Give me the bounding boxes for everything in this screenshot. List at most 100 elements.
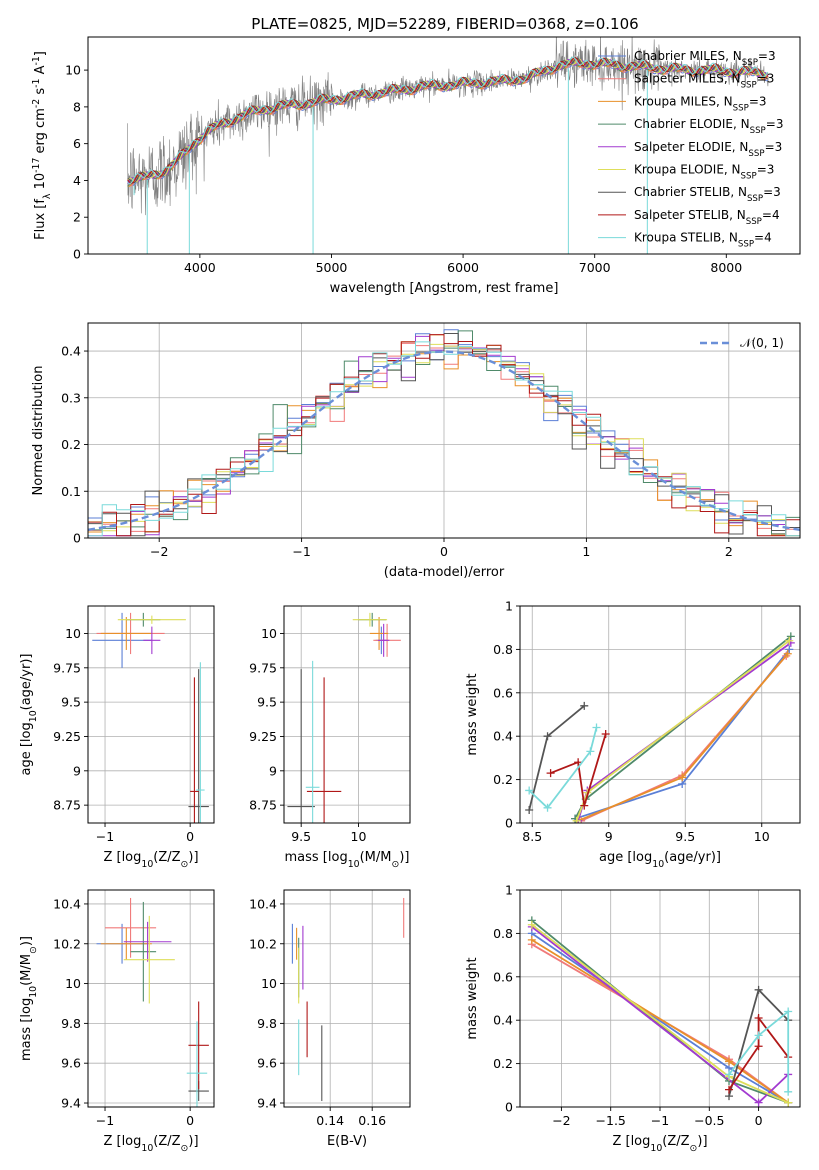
x-tick-label: 6000 [447,260,479,275]
mass_vs_Z-xlabel: Z [log10(Z/Z⊙)] [103,1134,198,1154]
errorbar-salpeter-stelib [188,1001,209,1090]
x-tick-label: 10 [351,829,367,844]
weight_vs_age-plot-area [525,632,795,823]
series-marker [725,1085,734,1094]
y-tick-label: 9.5 [257,695,277,710]
x-tick-label: 0 [440,544,448,559]
x-tick-label: 7000 [579,260,611,275]
errorbar-kroupa-stelib [305,660,320,823]
series-marker [754,1031,763,1040]
series-marker [527,935,536,944]
y-tick-label: 10.2 [53,936,81,951]
y-tick-label: 10.4 [249,896,277,911]
age_vs_mass-xlabel: mass [log10(M/M⊙)] [285,850,410,870]
x-tick-label: 5000 [316,260,348,275]
series-marker [754,1042,763,1051]
errorbar-chabrier-miles [92,612,152,668]
series-kroupa-stelib [525,723,601,812]
x-tick-label: 0 [186,1113,194,1128]
x-tick-label: 8000 [710,260,742,275]
y-tick-label: 9.25 [53,729,81,744]
x-tick-label: 2 [725,544,733,559]
y-tick-label: 9.75 [53,660,81,675]
spectrum-ylabel: Flux [fλ 10-17 erg cm-2 s-1 A-1] [31,51,53,240]
errorbar-chabrier-stelib [188,669,209,823]
errorbar-kroupa-miles [369,616,389,650]
y-tick-label: 1 [505,599,513,614]
y-tick-label: 0.6 [493,969,513,984]
y-tick-label: 9.8 [61,1016,81,1031]
weight_vs_Z-plot-area [527,916,793,1107]
y-tick-label: 0 [505,816,513,831]
x-tick-label: −2 [150,544,168,559]
x-tick-label: −1 [96,1113,114,1128]
x-tick-label: 0.16 [358,1113,386,1128]
series-marker [784,1007,793,1016]
x-tick-label: 10 [754,829,770,844]
spectrum-axes: 4000 5000 6000 7000 8000 0 2 4 6 8 10 wavelength [A… [31,36,801,296]
y-tick-label: 9.6 [257,1056,277,1071]
series-kroupa-stelib [725,1007,793,1096]
age_vs_Z-xlabel: Z [log10(Z/Z⊙)] [103,850,198,870]
y-tick-label: 10.4 [53,896,81,911]
y-tick-label: 9.4 [61,1096,81,1111]
y-tick-label: 0 [73,531,81,546]
age_vs_mass-plot-area [287,612,401,823]
series-marker [754,1014,763,1023]
residuals-plot-area [88,329,800,537]
residuals-ylabel: Normed distribution [31,366,46,496]
y-tick-label: 0.4 [493,1013,513,1028]
series-marker [754,985,763,994]
y-tick-label: 8.75 [53,798,81,813]
legend-label: Kroupa MILES, NSSP=3 [634,94,767,113]
y-tick-label: 8.75 [249,798,277,813]
series-marker [754,1098,763,1107]
series-marker [601,730,610,739]
x-tick-label: 0.14 [316,1113,344,1128]
age_vs_Z-frame [87,605,215,824]
mass_vs_Z-plot-area [96,897,209,1107]
age_vs_Z-ylabel: age [log10(age/yr)] [19,654,39,776]
series-marker [580,701,589,710]
age_vs_mass-axes: 9.5 10 8.75 9 9.25 9.5 9.75 10 mass [log10(M/M⊙)… [249,605,411,870]
series-chabrier-stelib [525,701,589,814]
legend-label: Salpeter ELODIE, NSSP=3 [634,140,782,159]
series-marker [725,1070,734,1079]
y-tick-label: 10 [261,976,277,991]
mass_vs_ebv-xlabel: E(B-V) [327,1134,367,1149]
errorbar-salpeter-elodie [143,626,161,655]
x-tick-label: 9 [605,829,613,844]
y-tick-label: 0.6 [493,685,513,700]
series-marker [784,1087,793,1096]
x-tick-label: −1 [292,544,310,559]
y-tick-label: 0.8 [493,926,513,941]
histogram-salpeter-stelib [88,334,800,537]
weight_vs_Z-frame [519,889,801,1108]
x-tick-label: 0 [186,829,194,844]
errorbar-kroupa-elodie [117,615,186,624]
residuals-axes: −2 −1 0 1 2 0 0.1 0.2 0.3 0.4 (data-model)/error No… [31,322,801,580]
weight_vs_Z-axes: −2 −1.5 −1 −0.5 0 0 0.2 0.4 0.6 0.8 1 Z [log10(Z/Z⊙… [465,883,801,1154]
errorbar-kroupa-elodie [123,915,175,1004]
x-tick-label: −1.5 [596,1113,626,1128]
errorbar-kroupa-stelib [196,662,205,823]
x-tick-label: −2 [552,1113,570,1128]
y-tick-label: 9.75 [249,660,277,675]
y-tick-label: 10 [65,63,81,78]
errorbar-salpeter-elodie [377,623,390,657]
y-tick-label: 9.4 [257,1096,277,1111]
legend-label: 𝒩(0, 1) [740,336,784,350]
spectrum-plot-area [127,37,769,254]
y-tick-label: 0.4 [493,729,513,744]
series-marker [574,758,583,767]
residuals-xlabel: (data-model)/error [384,565,505,580]
histogram-chabrier-stelib [88,333,800,537]
age_vs_Z-axes: −1 0 8.75 9 9.25 9.5 9.75 10 Z [log10(Z/Z⊙)] age … [19,605,215,870]
mass_vs_Z-ylabel: mass [log10(M/M⊙)] [19,936,39,1061]
x-tick-label: 9.5 [291,829,311,844]
legend-label: Chabrier MILES, NSSP=3 [634,49,776,68]
spectrum-frame [87,36,801,255]
series-salpeter-stelib [546,730,610,810]
series-marker [546,769,555,778]
